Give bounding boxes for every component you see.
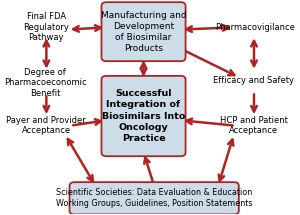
- Text: Efficacy and Safety: Efficacy and Safety: [214, 76, 295, 85]
- Text: Successful
Integration of
Biosimilars Into
Oncology
Practice: Successful Integration of Biosimilars In…: [102, 89, 185, 143]
- FancyBboxPatch shape: [101, 2, 186, 61]
- Text: Pharmacovigilance: Pharmacovigilance: [215, 23, 295, 32]
- Text: Degree of
Pharmacoeconomic
Benefit: Degree of Pharmacoeconomic Benefit: [4, 68, 86, 98]
- FancyBboxPatch shape: [70, 182, 239, 214]
- FancyBboxPatch shape: [101, 76, 186, 156]
- Text: Final FDA
Regulatory
Pathway: Final FDA Regulatory Pathway: [23, 12, 69, 42]
- Text: Scientific Societies: Data Evaluation & Education
Working Groups, Guidelines, Po: Scientific Societies: Data Evaluation & …: [56, 188, 252, 208]
- Text: HCP and Patient
Acceptance: HCP and Patient Acceptance: [220, 116, 288, 135]
- Text: Payer and Provider
Acceptance: Payer and Provider Acceptance: [7, 116, 86, 135]
- Text: Manufacturing and
Development
of Biosimilar
Products: Manufacturing and Development of Biosimi…: [101, 11, 186, 53]
